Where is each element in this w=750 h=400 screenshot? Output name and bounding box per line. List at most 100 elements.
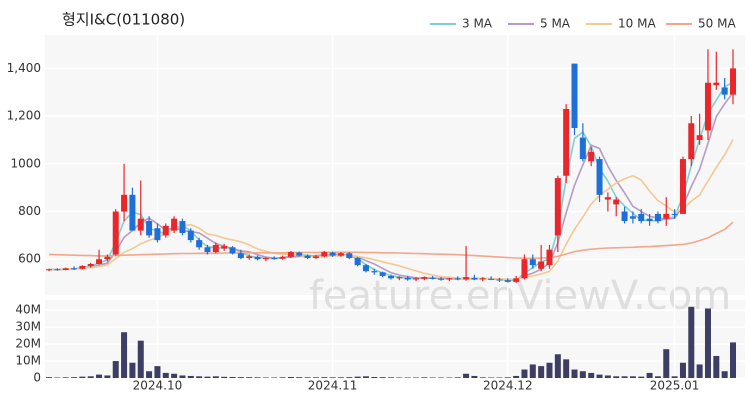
volume-bar [396, 377, 403, 378]
volume-bar [296, 377, 303, 378]
candle-body [279, 256, 286, 259]
candle-body [179, 221, 186, 233]
candle-body [45, 269, 53, 271]
candle-body [79, 265, 86, 269]
volume-bar [596, 374, 603, 378]
volume-bar [513, 375, 520, 378]
candle-body [438, 278, 445, 280]
legend-label: 5 MA [540, 17, 571, 31]
x-tick-label: 2024.12 [483, 379, 533, 393]
volume-bar [362, 376, 369, 378]
chart-title: 형지I&C(011080) [62, 11, 185, 29]
volume-bar [663, 349, 670, 378]
volume-bar [588, 372, 595, 378]
candle-body [54, 269, 61, 271]
candle-body [513, 278, 520, 282]
volume-bar [346, 377, 353, 378]
volume-bar [721, 371, 728, 378]
volume-bar [304, 377, 311, 378]
volume-bar [312, 377, 319, 378]
candle-body [362, 265, 369, 272]
volume-bar [87, 376, 94, 378]
volume-bar [671, 376, 678, 378]
volume-bar [579, 371, 586, 378]
volume-bar [321, 377, 328, 378]
candle-body [429, 277, 436, 279]
candle-body [504, 280, 511, 282]
volume-bar [538, 366, 545, 378]
candle-body [371, 271, 378, 273]
candle-body [237, 253, 244, 259]
watermark: feature.enViewV.com [309, 273, 731, 319]
volume-bar [546, 362, 553, 378]
volume-bar [371, 376, 378, 378]
candle-body [329, 252, 336, 256]
candle-body [262, 258, 269, 260]
candle-body [554, 178, 561, 236]
volume-bar [387, 377, 395, 378]
candle-body [446, 278, 453, 280]
candle-body [254, 256, 261, 260]
volume-bar [463, 373, 470, 378]
candle-body [704, 82, 711, 131]
volume-bar [179, 375, 186, 378]
volume-bar [646, 372, 653, 378]
volume-bar [563, 359, 570, 378]
candle-body [579, 137, 586, 160]
x-tick-label: 2024.10 [133, 379, 183, 393]
candle-body [471, 277, 478, 280]
candle-body [454, 278, 461, 280]
volume-tick-label: 0 [33, 371, 41, 385]
y-tick-label: 1,200 [7, 109, 41, 123]
candle-body [212, 244, 219, 253]
candle-body [604, 197, 611, 200]
candle-body [396, 277, 403, 279]
candle-body [696, 135, 703, 140]
volume-bar [713, 355, 720, 378]
candle-body [421, 277, 428, 279]
volume-bar [221, 376, 228, 378]
x-tick-label: 2025.01 [650, 379, 700, 393]
volume-panel [45, 300, 745, 378]
volume-bar [354, 376, 361, 378]
volume-bar [104, 375, 111, 378]
volume-bar [146, 371, 153, 378]
candle-body [496, 279, 503, 281]
candle-body [87, 263, 94, 266]
candle-body [713, 82, 720, 86]
volume-bar [379, 377, 386, 378]
volume-bar [571, 369, 578, 378]
candle-body [296, 252, 303, 256]
volume-bar [229, 376, 236, 378]
volume-bar [421, 377, 428, 378]
volume-bar [654, 376, 661, 378]
candle-body [646, 218, 653, 222]
volume-bar [688, 306, 695, 378]
candle-body [688, 123, 695, 160]
candle-body [121, 194, 128, 212]
candle-body [629, 216, 636, 219]
volume-bar [204, 376, 211, 378]
candle-body [521, 259, 528, 279]
volume-bar [129, 362, 136, 378]
volume-bar [212, 376, 219, 378]
volume-bar [237, 377, 244, 378]
volume-bar [413, 377, 420, 378]
candle-body [154, 228, 161, 241]
volume-bar [329, 377, 336, 378]
volume-bar [679, 362, 686, 378]
volume-bar [438, 377, 445, 378]
candle-body [221, 246, 228, 249]
y-tick-label: 600 [18, 252, 41, 266]
candle-body [112, 211, 119, 255]
price-panel [45, 35, 745, 295]
x-tick-label: 2024.11 [308, 379, 358, 393]
candle-body [379, 272, 386, 276]
candle-body [488, 278, 495, 280]
candle-body [463, 277, 470, 280]
candle-body [129, 194, 136, 231]
candle-body [229, 247, 236, 254]
volume-bar [162, 372, 169, 378]
y-tick-label: 1000 [10, 156, 41, 170]
volume-bar [121, 332, 128, 378]
